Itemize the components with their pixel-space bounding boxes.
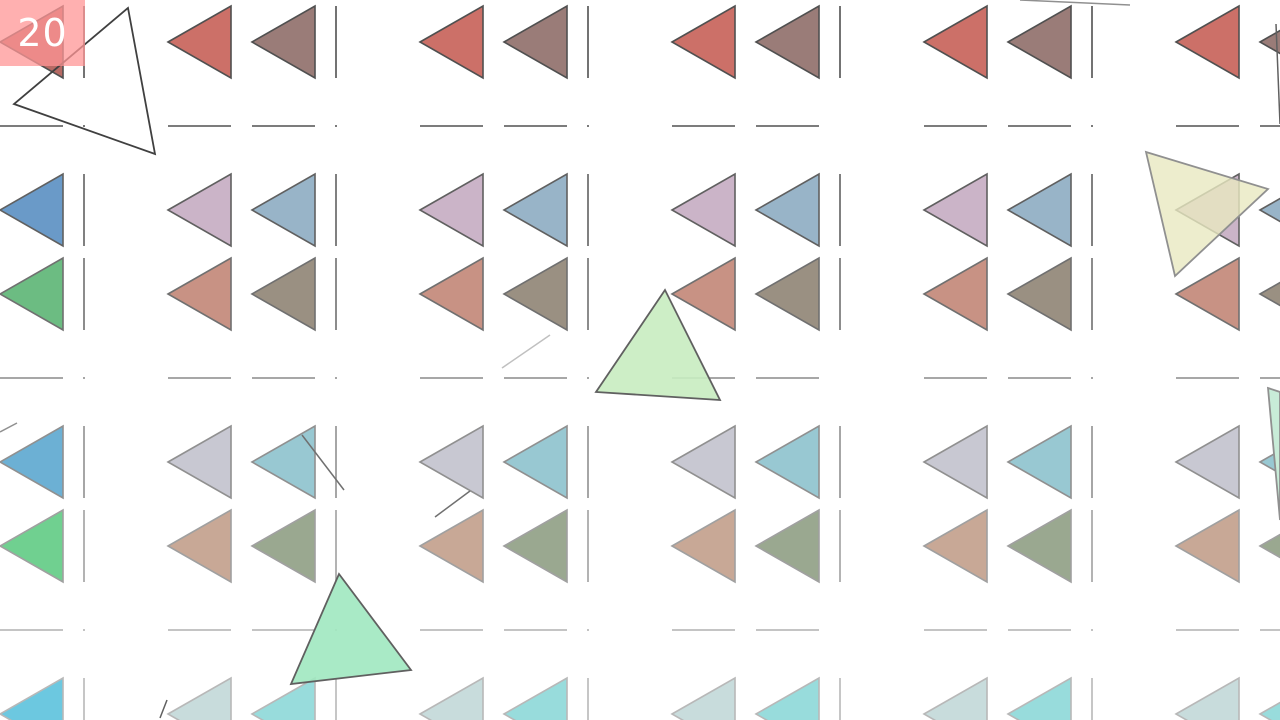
tile-triangle-right[interactable] <box>1258 258 1280 330</box>
debris-line <box>501 334 551 369</box>
tile-triangle-left[interactable] <box>922 424 988 500</box>
mint-edge-shard[interactable] <box>1266 386 1280 521</box>
tile-triangle-left[interactable] <box>1174 424 1240 500</box>
tile-triangle-left[interactable] <box>418 4 484 80</box>
grid-divider-dot <box>335 377 337 379</box>
tile-triangle-left[interactable] <box>670 508 736 584</box>
grid-divider-dot <box>1091 377 1093 379</box>
tile-triangle-left[interactable] <box>670 424 736 500</box>
tile-triangle-left[interactable] <box>166 508 232 584</box>
grid-divider-dot <box>1091 125 1093 127</box>
tile-triangle-left[interactable] <box>922 508 988 584</box>
tile-triangle-left[interactable] <box>670 256 736 332</box>
debris-line <box>159 699 168 719</box>
tile-triangle-left[interactable] <box>166 172 232 248</box>
tile-triangle-right[interactable] <box>502 256 568 332</box>
tile-triangle-right[interactable] <box>502 676 568 720</box>
tile-triangle-left[interactable] <box>670 172 736 248</box>
grid-divider-dot <box>587 629 589 631</box>
tile-triangle-left[interactable] <box>922 4 988 80</box>
tile-triangle-right[interactable] <box>754 4 820 80</box>
tile-triangle-left[interactable] <box>166 4 232 80</box>
mint-triangle-shard[interactable] <box>289 572 413 686</box>
tile-triangle-right[interactable] <box>502 508 568 584</box>
tile-triangle-right[interactable] <box>1006 4 1072 80</box>
tile-triangle-right[interactable] <box>754 508 820 584</box>
tile-triangle-right[interactable] <box>1006 424 1072 500</box>
tile-triangle-left[interactable] <box>670 676 736 720</box>
tile-triangle-left[interactable] <box>418 424 484 500</box>
tile-triangle-right[interactable] <box>754 172 820 248</box>
tile-triangle-right[interactable] <box>1258 510 1280 582</box>
grid-divider-dot <box>83 629 85 631</box>
tile-triangle-right[interactable] <box>502 172 568 248</box>
debris-line <box>434 490 471 518</box>
grid-divider-dot <box>335 125 337 127</box>
tile-triangle-right[interactable] <box>250 4 316 80</box>
tile-triangle-right[interactable] <box>1006 256 1072 332</box>
tile-triangle[interactable] <box>0 172 64 248</box>
tile-triangle-right[interactable] <box>250 424 316 500</box>
score-counter: 20 <box>0 0 85 66</box>
tile-triangle-right[interactable] <box>250 508 316 584</box>
tile-triangle-right[interactable] <box>1258 6 1280 78</box>
grid-divider-dot <box>1091 629 1093 631</box>
yellow-triangle-shard[interactable] <box>1144 150 1270 278</box>
tile-triangle-left[interactable] <box>1174 256 1240 332</box>
tile-triangle-right[interactable] <box>1258 174 1280 246</box>
tile-triangle-left[interactable] <box>418 508 484 584</box>
tile-triangle-right[interactable] <box>754 424 820 500</box>
tile-triangle-left[interactable] <box>922 256 988 332</box>
tile-triangle-left[interactable] <box>1174 508 1240 584</box>
green-triangle-shard[interactable] <box>594 288 722 401</box>
grid-divider-dot <box>587 377 589 379</box>
tile-triangle-right[interactable] <box>1258 678 1280 720</box>
grid-divider-dot <box>83 377 85 379</box>
tile-triangle-left[interactable] <box>418 172 484 248</box>
tile-triangle-right[interactable] <box>1006 676 1072 720</box>
tile-triangle-left[interactable] <box>166 676 232 720</box>
tile-triangle-right[interactable] <box>1006 508 1072 584</box>
tile-triangle-right[interactable] <box>250 256 316 332</box>
tile-triangle-right[interactable] <box>754 256 820 332</box>
tile-triangle-left[interactable] <box>1174 676 1240 720</box>
debris-line <box>301 434 345 491</box>
grid-divider-dot <box>587 125 589 127</box>
debris-line <box>0 422 18 433</box>
tile-triangle-right[interactable] <box>250 676 316 720</box>
tile-triangle-left[interactable] <box>418 256 484 332</box>
tile-triangle-left[interactable] <box>922 172 988 248</box>
tile-triangle-right[interactable] <box>250 172 316 248</box>
tile-triangle[interactable] <box>0 256 64 332</box>
tile-triangle-left[interactable] <box>1174 4 1240 80</box>
tile-triangle[interactable] <box>0 424 64 500</box>
tile-triangle-right[interactable] <box>754 676 820 720</box>
tile-triangle-left[interactable] <box>166 256 232 332</box>
tile-triangle-right[interactable] <box>1006 172 1072 248</box>
tile-triangle-left[interactable] <box>418 676 484 720</box>
tile-triangle-right[interactable] <box>502 4 568 80</box>
tile-triangle-left[interactable] <box>922 676 988 720</box>
tile-triangle-left[interactable] <box>670 4 736 80</box>
tile-triangle[interactable] <box>0 676 64 720</box>
tile-triangle[interactable] <box>0 508 64 584</box>
debris-line <box>1019 0 1131 6</box>
debris-line <box>1275 23 1280 125</box>
tile-triangle-left[interactable] <box>166 424 232 500</box>
grid-divider-dot <box>83 125 85 127</box>
tile-triangle-right[interactable] <box>502 424 568 500</box>
